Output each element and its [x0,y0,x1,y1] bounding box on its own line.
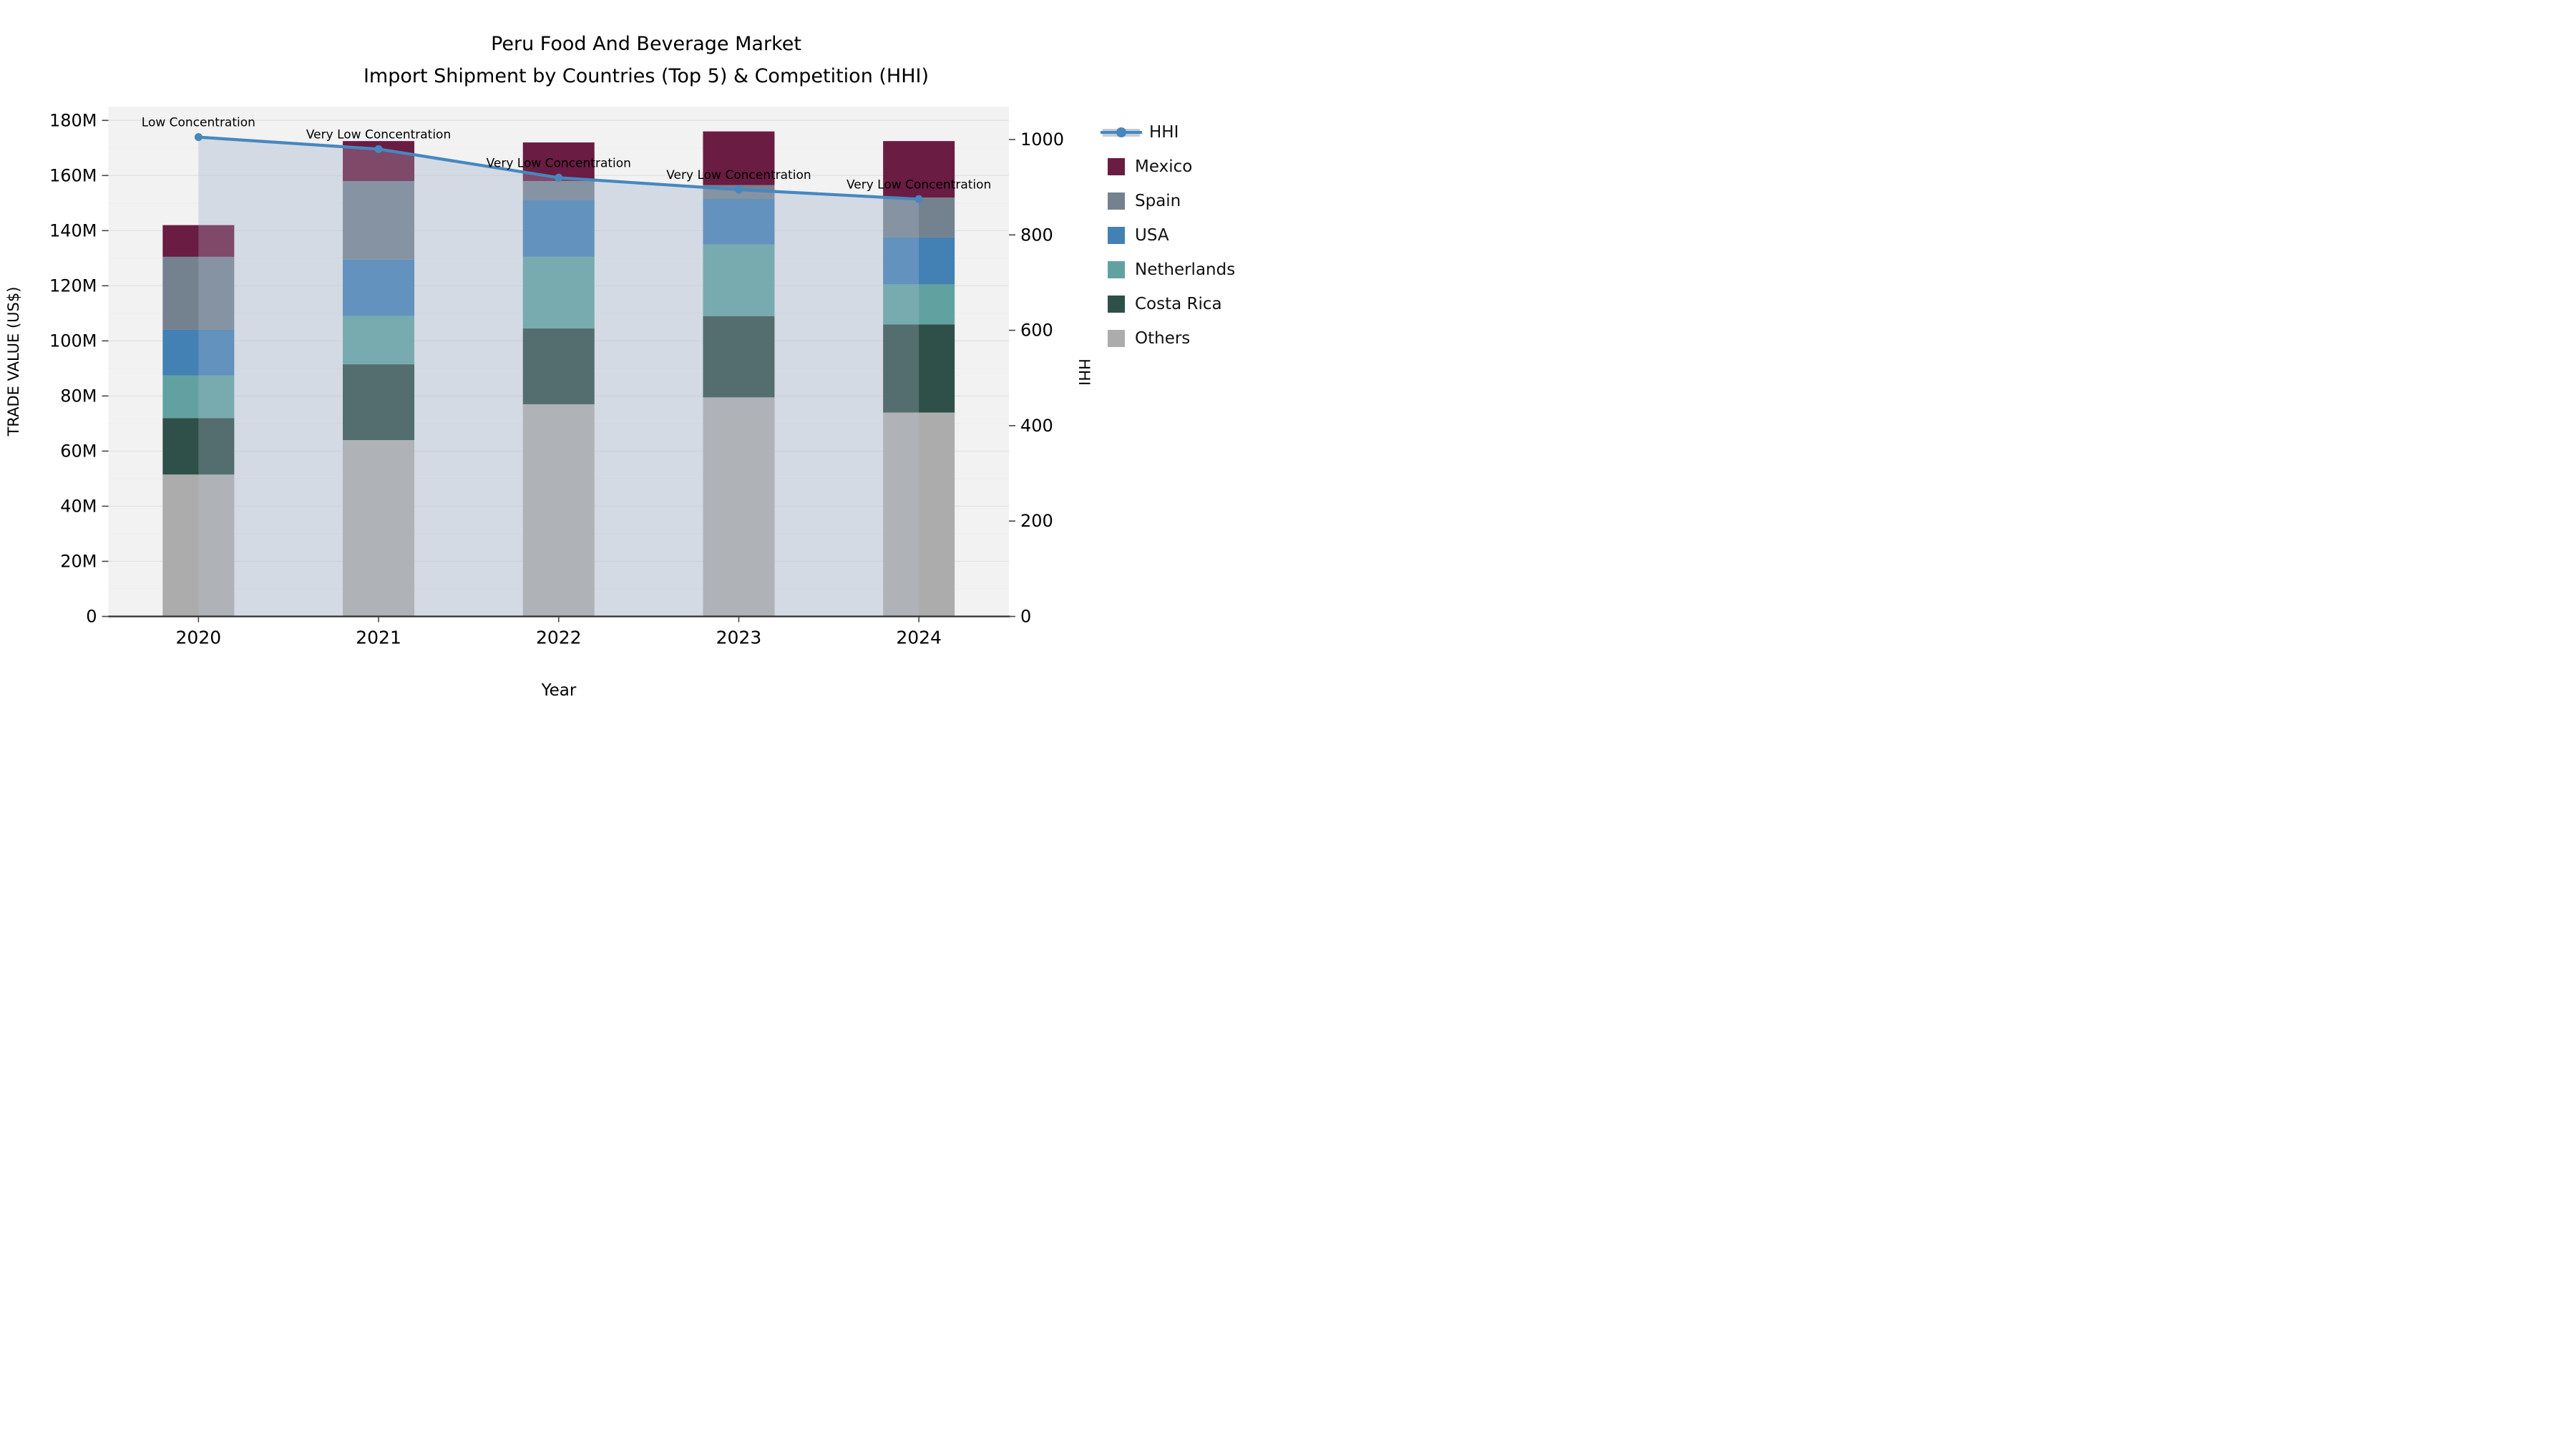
legend-label: Spain [1135,191,1181,210]
bar-segment-costa-rica-2020 [162,418,235,475]
bar-segment-netherlands-2023 [703,244,775,316]
y-right-tick-label: 600 [1020,321,1053,341]
legend-item-netherlands: Netherlands [1108,260,1236,279]
y-right-tick-label: 1000 [1020,130,1064,150]
x-tick-label: 2020 [176,628,222,648]
y-left-tick-label: 80M [60,386,97,406]
y-left-tick-label: 180M [49,110,97,130]
bar-segment-spain-2020 [162,256,235,330]
hhi-marker-2023 [734,185,743,194]
legend-label: Mexico [1135,157,1193,176]
hhi-area-fill-over [198,137,919,617]
legend-item-usa: USA [1108,225,1235,245]
bar-segment-others-2022 [522,404,595,617]
annotation-2021: Very Low Concentration [306,127,451,142]
y-left-tick-label: 0 [86,607,97,627]
annotations: Low Concentration Very Low Concentration V… [142,116,992,192]
legend-label: Others [1135,328,1191,348]
axes: 0 20M 40M 60M 80M 100M 120M 140M 160M 180M 0 200 400… [49,110,1064,648]
combo-chart: Low Concentration Very Low Concentration V… [5,33,1093,700]
hhi-marker-2022 [555,173,563,182]
y-left-tick-label: 60M [60,441,97,461]
hhi-line [194,133,923,203]
bar-segment-usa-2020 [162,329,235,376]
bar-segment-costa-rica-2023 [703,316,775,398]
y-axis-label-right: HHI [1075,358,1093,386]
bar-segment-others-2023 [703,397,775,617]
x-axis-label: Year [541,681,577,700]
annotation-2024: Very Low Concentration [847,177,991,192]
legend-label: HHI [1149,122,1179,142]
y-right-tick-label: 400 [1020,416,1053,436]
y-right-tick-label: 800 [1020,225,1053,245]
bar-segment-spain-2021 [343,180,415,260]
costa-rica-swatch-icon [1108,295,1125,313]
y-axis-label-left: TRADE VALUE (US$) [5,287,22,437]
mexico-swatch-icon [1108,157,1125,175]
chart-subtitle: Import Shipment by Countries (Top 5) & C… [364,65,929,87]
others-swatch-icon [1108,329,1125,347]
bar-segment-costa-rica-2021 [343,364,415,441]
legend-item-mexico: Mexico [1108,157,1235,176]
legend-label: USA [1135,225,1169,245]
legend-item-spain: Spain [1108,192,1235,210]
chart-figure: Low Concentration Very Low Concentration V… [0,0,1288,725]
y-left-tick-label: 40M [60,496,97,516]
bar-segment-mexico-2020 [162,225,235,257]
y-left-tick-label: 140M [49,220,97,240]
x-tick-label: 2022 [536,628,582,648]
hhi-marker-2021 [374,145,383,153]
hhi-marker-2024 [914,195,923,203]
chart-title: Peru Food And Beverage Market [491,33,801,55]
legend-label: Costa Rica [1135,294,1222,313]
bar-segment-usa-2022 [522,200,595,257]
legend-item-costa-rica: Costa Rica [1108,295,1235,313]
bar-segment-netherlands-2024 [883,284,955,325]
bar-segment-others-2024 [883,412,955,617]
x-tick-label: 2024 [896,628,942,648]
y-right-tick-label: 200 [1020,511,1053,531]
bar-segment-costa-rica-2022 [522,328,595,404]
bar-segment-netherlands-2022 [522,256,595,329]
y-left-tick-label: 20M [60,551,97,571]
y-left-tick-label: 100M [49,331,97,351]
bar-segment-usa-2023 [703,199,775,245]
bar-segment-others-2020 [162,474,235,617]
bar-segment-spain-2022 [522,180,595,200]
bar-segment-netherlands-2021 [343,316,415,365]
x-tick-label: 2021 [356,628,401,648]
legend-label: Netherlands [1135,260,1236,279]
netherlands-swatch-icon [1108,260,1125,278]
bar-segment-netherlands-2020 [162,375,235,419]
x-tick-label: 2023 [716,628,762,648]
legend: HHI Mexico Spain USA Netherlands Costa R… [1101,122,1236,348]
bar-segment-spain-2024 [883,197,955,238]
annotation-2022: Very Low Concentration [487,156,631,170]
annotation-2023: Very Low Concentration [666,168,811,182]
usa-swatch-icon [1108,226,1125,244]
spain-swatch-icon [1108,192,1125,210]
y-left-tick-label: 120M [49,275,97,296]
y-right-tick-label: 0 [1020,607,1031,627]
bar-segment-costa-rica-2024 [883,324,955,413]
y-left-tick-label: 160M [49,165,97,185]
legend-item-hhi: HHI [1101,122,1235,142]
hhi-fill-overlay [198,137,919,617]
bar-segment-mexico-2024 [883,141,955,198]
bar-segment-usa-2024 [883,237,955,285]
hhi-marker-2020 [194,133,203,142]
bar-segment-others-2021 [343,440,415,617]
annotation-2020: Low Concentration [142,116,255,130]
bar-segment-usa-2021 [343,259,415,316]
bar-segment-mexico-2023 [703,131,775,185]
hhi-line-icon [1101,123,1142,141]
legend-item-others: Others [1108,328,1235,348]
